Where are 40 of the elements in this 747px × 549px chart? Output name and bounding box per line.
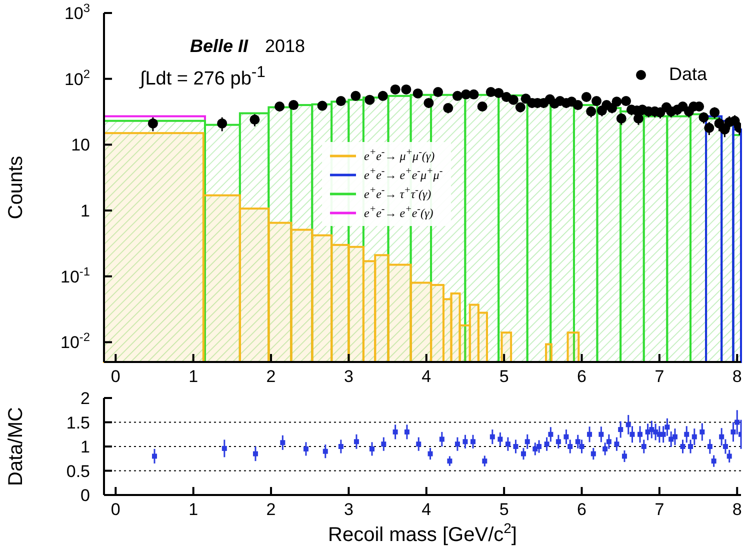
y-axis-title: Data/MC (5, 407, 27, 486)
y-tick-label: 1 (80, 438, 90, 456)
legend-label: Data (668, 64, 707, 85)
x-tick-label: 7 (654, 500, 664, 519)
x-tick-label: 0 (110, 500, 120, 519)
x-tick-label: 2 (266, 500, 276, 519)
text: e$^{+}$e$^{-}$→ μ$^{+}$μ$^{-}$(γ) (364, 147, 435, 163)
annotation: Belle II (190, 36, 248, 57)
x-axis-title: Recoil mass [GeV/c$^{2}$] (328, 520, 517, 546)
text: e$^{+}$e$^{-}$→ τ$^{+}$τ$^{-}$(γ) (364, 185, 432, 201)
x-tick-label: 6 (577, 367, 586, 386)
y-tick-label: 10$^{2}$ (64, 66, 90, 89)
y-tick-label: 10 (71, 136, 90, 155)
x-tick-label: 3 (344, 367, 354, 386)
x-tick-label: 8 (732, 367, 742, 386)
x-tick-label: 4 (422, 500, 432, 519)
y-tick-label: 10$^{3}$ (64, 1, 90, 23)
x-tick-label: 0 (110, 367, 120, 386)
x-tick-label: 2 (266, 367, 276, 386)
x-tick-label: 8 (732, 500, 742, 519)
y-axis-title: Counts (5, 156, 27, 220)
x-tick-label: 7 (654, 367, 664, 386)
text: e$^{+}$e$^{-}$→ e$^{+}$e$^{-}$(γ) (364, 204, 434, 220)
x-tick-label: 4 (422, 367, 432, 386)
y-tick-label: 10$^{-1}$ (60, 264, 90, 286)
y-tick-label: 2 (80, 389, 90, 408)
x-tick-label: 5 (499, 367, 509, 386)
y-tick-label: 1.5 (66, 413, 90, 432)
y-tick-label: 1 (80, 202, 90, 221)
y-tick-label: 10$^{-2}$ (60, 330, 90, 352)
x-tick-label: 1 (188, 500, 198, 519)
x-tick-label: 6 (577, 500, 586, 519)
annotation: ∫Ldt = 276 pb$^{-1}$ (140, 64, 266, 90)
x-tick-label: 1 (188, 367, 198, 386)
y-tick-label: 0 (80, 486, 90, 505)
x-tick-label: 5 (499, 500, 509, 519)
annotation: 2018 (265, 36, 306, 57)
text: e$^{+}$e$^{-}$→ e$^{+}$e$^{-}$μ$^{+}$μ$^{-}$ (364, 166, 443, 182)
x-tick-label: 3 (344, 500, 354, 519)
y-tick-label: 0.5 (66, 462, 90, 481)
